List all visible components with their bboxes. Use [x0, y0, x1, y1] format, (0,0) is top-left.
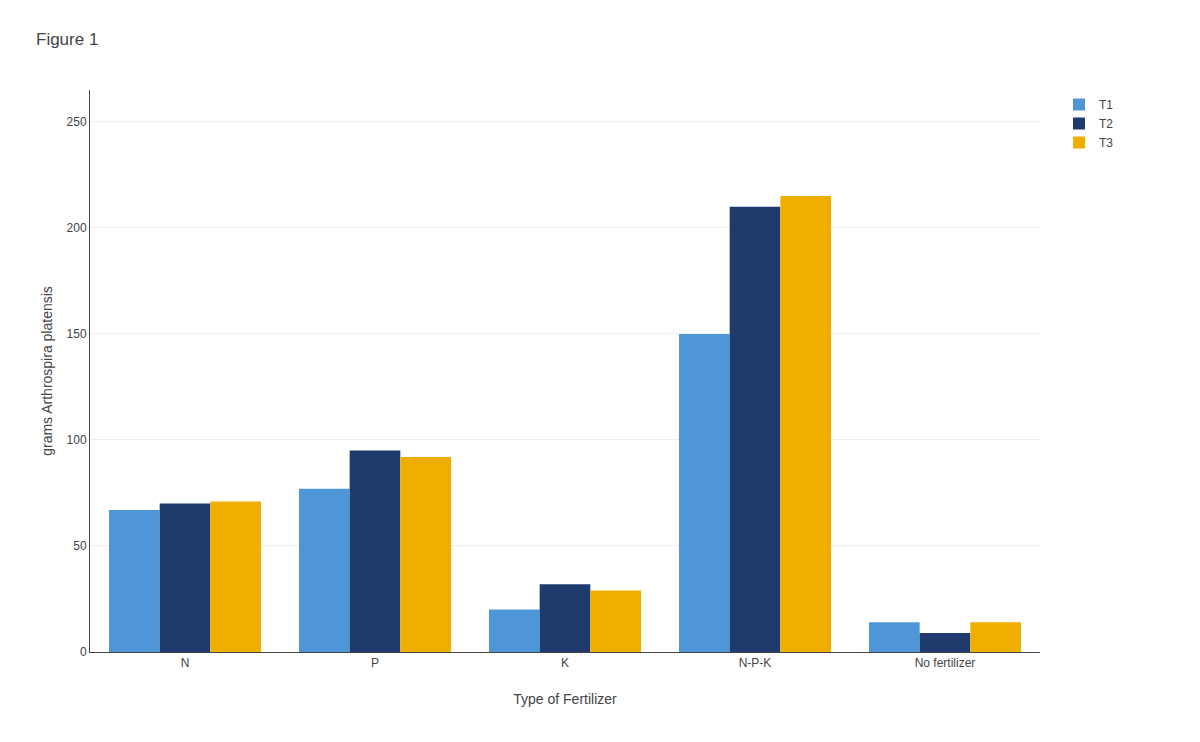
svg-text:P: P — [371, 656, 379, 670]
svg-text:0: 0 — [80, 645, 87, 659]
svg-text:No fertilizer: No fertilizer — [915, 656, 976, 670]
svg-text:250: 250 — [67, 115, 87, 129]
svg-text:Figure 1: Figure 1 — [36, 30, 98, 49]
svg-text:150: 150 — [67, 327, 87, 341]
svg-text:T3: T3 — [1099, 136, 1113, 150]
svg-text:T1: T1 — [1099, 98, 1113, 112]
svg-text:N-P-K: N-P-K — [739, 656, 772, 670]
svg-text:200: 200 — [67, 221, 87, 235]
svg-text:grams Arthrospira platensis: grams Arthrospira platensis — [39, 286, 55, 456]
svg-text:50: 50 — [73, 539, 87, 553]
svg-text:N: N — [181, 656, 190, 670]
svg-text:Type of Fertilizer: Type of Fertilizer — [513, 691, 617, 707]
svg-text:100: 100 — [67, 433, 87, 447]
svg-text:K: K — [561, 656, 569, 670]
svg-text:T2: T2 — [1099, 117, 1113, 131]
